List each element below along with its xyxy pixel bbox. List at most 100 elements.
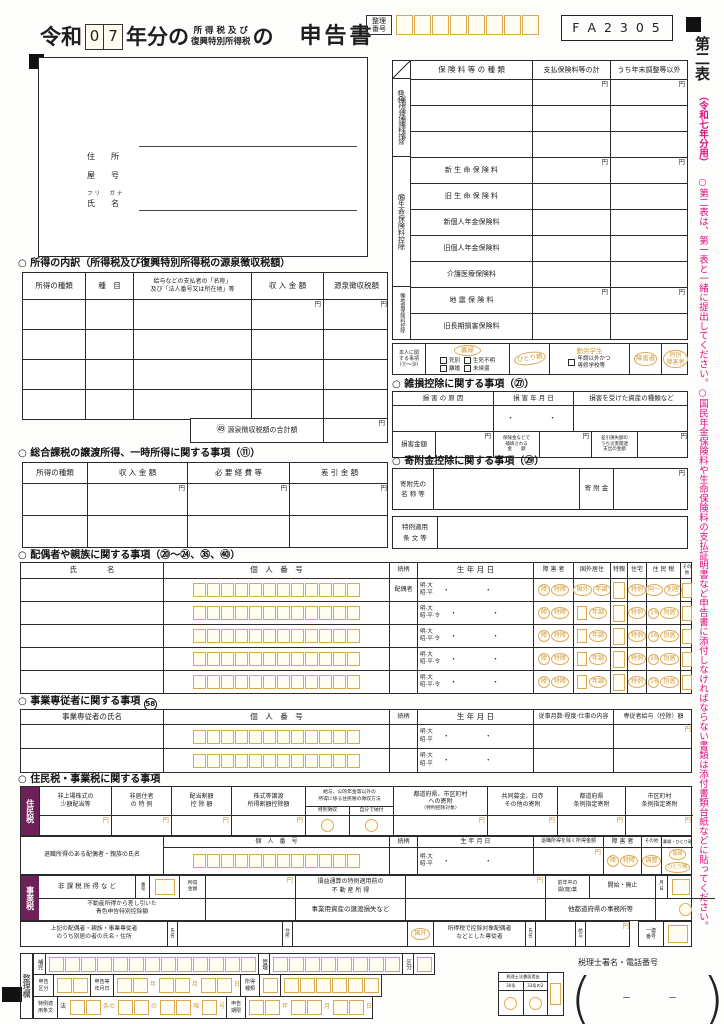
entry-box[interactable] [235, 606, 248, 620]
city-ordinance-donation-cell[interactable]: 円 [684, 816, 692, 824]
pref-city-donation-cell[interactable]: 円 [478, 816, 486, 824]
dependent-relation-cell[interactable] [389, 602, 417, 624]
premium-total-cell[interactable] [532, 184, 610, 209]
badge-separate[interactable]: 別居 [660, 630, 679, 642]
income-item-cell[interactable] [85, 390, 133, 419]
entry-box[interactable] [291, 729, 304, 744]
entry-box[interactable] [221, 729, 234, 744]
badge-separate[interactable]: 別居 [660, 607, 679, 619]
entry-box[interactable] [277, 652, 290, 666]
entry-box[interactable] [221, 675, 234, 689]
badge-under16[interactable]: 16 [648, 676, 660, 688]
entry-box[interactable] [249, 606, 262, 620]
checkbox-bereaved[interactable]: 死別 [439, 356, 460, 365]
entry-box[interactable] [333, 583, 346, 597]
special-relative-box[interactable] [613, 604, 625, 622]
entry-box[interactable] [263, 753, 276, 768]
retirement-income-cell[interactable]: 円 [594, 848, 602, 856]
entry-box[interactable] [319, 675, 332, 689]
entry-box[interactable] [263, 629, 276, 643]
badge-separate[interactable]: 別居 [664, 584, 683, 596]
income-item-cell[interactable] [85, 300, 133, 329]
special-disabled-badge[interactable]: 特別 障害者 [663, 349, 688, 369]
employee-salary-cell[interactable]: 円 [613, 725, 693, 748]
entry-box[interactable] [291, 629, 304, 643]
open-close-select[interactable]: 開始・廃止 [589, 876, 655, 898]
entry-box[interactable] [277, 729, 290, 744]
badge-year-end-adj[interactable]: 年調 [588, 607, 607, 619]
special-relative-box[interactable] [613, 673, 625, 691]
entry-box[interactable] [207, 652, 220, 666]
capital-type-cell[interactable] [23, 484, 87, 515]
capital-income-cell[interactable]: 円 [87, 484, 187, 515]
entry-box[interactable] [48, 956, 64, 972]
other-pref-office-circle[interactable] [655, 898, 715, 920]
retirement-birth-cell[interactable]: 明·大 昭·平・ ・ [420, 853, 506, 867]
entry-box[interactable] [263, 583, 276, 597]
entry-box[interactable] [221, 753, 234, 768]
entry-box[interactable] [128, 956, 144, 972]
entry-box[interactable] [277, 606, 290, 620]
disaster-expense-cell[interactable]: 円 [637, 432, 689, 457]
premium-other-cell[interactable] [610, 132, 687, 157]
premium-total-cell[interactable] [532, 210, 610, 235]
insurance-compensation-cell[interactable]: 円 [539, 432, 591, 457]
entry-box[interactable] [175, 1000, 191, 1015]
badge-disabled[interactable]: 障 [537, 630, 550, 642]
checkbox-missing[interactable]: 生死不明 [464, 356, 495, 365]
entry-box[interactable] [306, 1000, 322, 1015]
entry-box[interactable] [319, 583, 332, 597]
spouse-employee-salary-cell[interactable]: 円 [585, 922, 631, 946]
premium-other-cell[interactable] [610, 210, 687, 235]
entry-box[interactable] [221, 629, 234, 643]
entry-box[interactable] [347, 629, 360, 643]
premium-other-cell[interactable] [610, 314, 687, 339]
widow-badge[interactable]: 寡婦 [454, 344, 481, 356]
badge-overseas[interactable]: 国外 [411, 928, 430, 940]
checkbox-divorced[interactable]: 離婚 [439, 365, 460, 373]
entry-box[interactable] [144, 956, 160, 972]
entry-box[interactable] [207, 729, 220, 744]
premium-other-cell[interactable] [610, 236, 687, 261]
entry-box[interactable] [207, 854, 220, 868]
entry-box[interactable] [431, 15, 449, 35]
special-relative-box[interactable] [613, 581, 625, 599]
entry-box[interactable] [240, 956, 256, 972]
entry-box[interactable] [200, 978, 216, 993]
badge-widow[interactable]: 寡婦 [669, 848, 686, 860]
entry-box[interactable] [291, 652, 304, 666]
entry-box[interactable] [319, 652, 332, 666]
income-amount-cell[interactable] [251, 330, 323, 359]
asset-transfer-loss-cell[interactable] [405, 898, 545, 920]
dependent-birth-cell[interactable]: 明·大 昭·平·令・ ・ [417, 671, 533, 693]
income-type-cell[interactable] [23, 330, 85, 359]
badge-year-end-adj[interactable]: 年調 [588, 653, 607, 665]
entry-box[interactable] [193, 753, 206, 768]
single-parent-badge[interactable]: ひとり親 [512, 350, 547, 368]
other-box[interactable] [682, 582, 692, 598]
unlisted-dividend-cell[interactable]: 円 [102, 816, 110, 824]
blue-return-deduction-cell[interactable] [205, 898, 295, 920]
entry-box[interactable] [449, 15, 467, 35]
entry-box[interactable] [347, 675, 360, 689]
entry-box[interactable] [207, 753, 220, 768]
entry-box[interactable] [193, 652, 206, 666]
capital-type-cell[interactable] [23, 516, 87, 547]
entry-box[interactable] [69, 1000, 85, 1015]
income-withheld-cell[interactable] [323, 360, 389, 389]
entry-box[interactable] [154, 878, 175, 895]
premium-other-cell[interactable] [610, 184, 687, 209]
entry-box[interactable] [315, 978, 331, 993]
entry-box[interactable] [216, 978, 232, 993]
premium-kind-cell[interactable] [411, 132, 532, 157]
entry-box[interactable] [333, 606, 346, 620]
income-payer-cell[interactable] [133, 360, 251, 389]
capital-expense-cell[interactable]: 円 [187, 484, 289, 515]
overseas-box[interactable] [577, 606, 588, 620]
donation-payee-cell[interactable] [433, 469, 579, 509]
nontaxable-amount-cell[interactable]: 円 [205, 876, 295, 898]
entry-box[interactable] [467, 15, 485, 35]
entry-box[interactable] [319, 729, 332, 744]
premium-total-cell[interactable] [532, 106, 610, 131]
entry-box[interactable] [221, 583, 234, 597]
